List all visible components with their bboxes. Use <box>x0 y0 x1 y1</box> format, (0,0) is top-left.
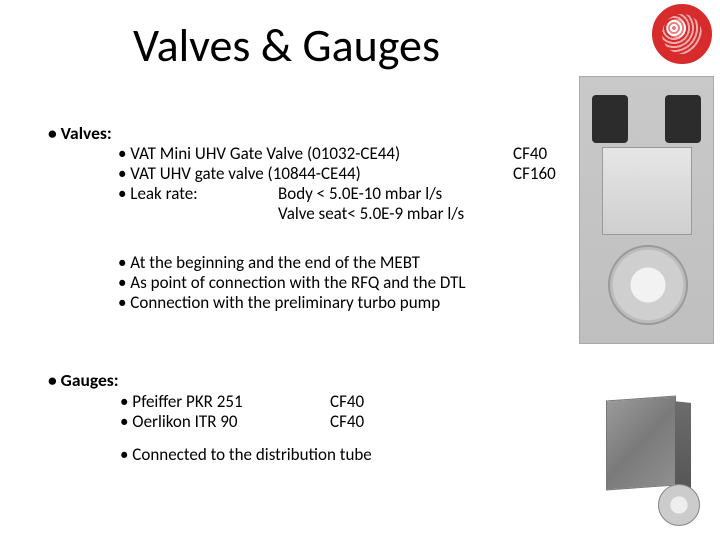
valves-notes-block: • At the beginning and the end of the ME… <box>118 253 583 313</box>
leak-rate-row: • Leak rate: Body < 5.0E-10 mbar l/s <box>118 184 583 204</box>
valves-spec-block: • VAT Mini UHV Gate Valve (01032-CE44) C… <box>118 144 583 224</box>
gauge-item-cf: CF40 <box>330 392 364 412</box>
valve-item-cf: CF40 <box>513 144 583 164</box>
gauge-item-cf: CF40 <box>330 412 364 432</box>
valve-item-label: • VAT Mini UHV Gate Valve (01032-CE44) <box>118 144 513 164</box>
valve-note: • Connection with the preliminary turbo … <box>118 293 583 313</box>
gate-valve-image <box>579 76 714 344</box>
valve-item-cf: CF160 <box>513 164 583 184</box>
gauge-item-row: • Oerlikon ITR 90 CF40 <box>120 412 480 432</box>
page-title: Valves & Gauges <box>0 18 573 74</box>
valve-item-row: • VAT Mini UHV Gate Valve (01032-CE44) C… <box>118 144 583 164</box>
gauge-note: • Connected to the distribution tube <box>120 445 480 465</box>
valves-heading: • Valves: <box>48 122 112 144</box>
valve-note: • At the beginning and the end of the ME… <box>118 253 583 273</box>
gauge-item-label: • Oerlikon ITR 90 <box>120 412 330 432</box>
gauge-item-row: • Pfeiffer PKR 251 CF40 <box>120 392 480 412</box>
valve-item-row: • VAT UHV gate valve (10844-CE44) CF160 <box>118 164 583 184</box>
gauges-heading: • Gauges: <box>48 369 119 391</box>
leak-rate-body: Body < 5.0E-10 mbar l/s <box>278 184 583 204</box>
org-logo <box>652 4 712 64</box>
gauge-image <box>596 398 706 528</box>
leak-rate-seat-row: Valve seat< 5.0E-9 mbar l/s <box>118 204 583 224</box>
leak-rate-label: • Leak rate: <box>118 184 278 204</box>
valve-item-label: • VAT UHV gate valve (10844-CE44) <box>118 164 513 184</box>
gauges-spec-block: • Pfeiffer PKR 251 CF40 • Oerlikon ITR 9… <box>120 392 480 432</box>
valve-note: • As point of connection with the RFQ an… <box>118 273 583 293</box>
gauges-note-block: • Connected to the distribution tube <box>120 445 480 465</box>
leak-rate-seat: Valve seat< 5.0E-9 mbar l/s <box>278 204 583 224</box>
gauge-item-label: • Pfeiffer PKR 251 <box>120 392 330 412</box>
